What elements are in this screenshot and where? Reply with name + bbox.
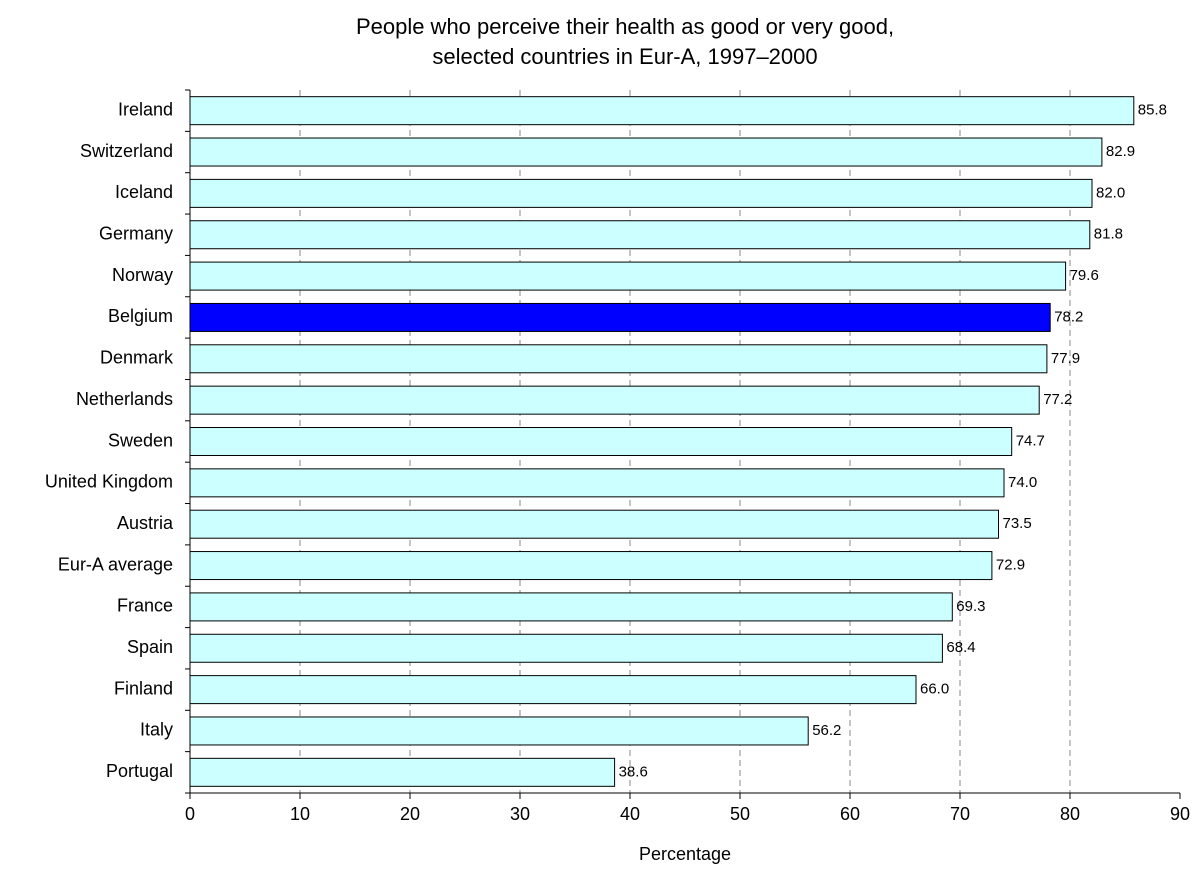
bar xyxy=(189,178,1093,208)
bar xyxy=(189,633,943,663)
bar xyxy=(189,675,917,705)
chart-title: People who perceive their health as good… xyxy=(356,14,894,39)
y-tick-label: Switzerland xyxy=(80,141,173,161)
x-tick-label: 50 xyxy=(730,804,750,824)
value-label: 74.7 xyxy=(1016,432,1045,449)
y-tick-label: United Kingdom xyxy=(45,472,173,492)
y-tick-label: Iceland xyxy=(115,182,173,202)
x-tick-label: 30 xyxy=(510,804,530,824)
bar xyxy=(189,551,993,581)
value-label: 66.0 xyxy=(920,681,949,698)
bar xyxy=(189,468,1005,498)
x-tick-label: 0 xyxy=(185,804,195,824)
x-tick-label: 20 xyxy=(400,804,420,824)
y-tick-label: France xyxy=(117,596,173,616)
value-label: 77.9 xyxy=(1051,350,1080,367)
y-tick-label: Portugal xyxy=(106,761,173,781)
value-label: 79.6 xyxy=(1070,267,1099,284)
y-tick-label: Sweden xyxy=(108,430,173,450)
value-label: 68.4 xyxy=(946,639,975,656)
x-tick-label: 40 xyxy=(620,804,640,824)
y-tick-label: Ireland xyxy=(118,99,173,119)
bar xyxy=(189,716,809,746)
value-label: 73.5 xyxy=(1003,515,1032,532)
bar xyxy=(189,220,1091,250)
chart-title: selected countries in Eur-A, 1997–2000 xyxy=(432,44,817,69)
x-tick-label: 60 xyxy=(840,804,860,824)
y-tick-label: Germany xyxy=(99,223,173,243)
value-label: 85.8 xyxy=(1138,102,1167,119)
value-label: 74.0 xyxy=(1008,474,1037,491)
bar xyxy=(189,757,616,787)
value-label: 82.0 xyxy=(1096,184,1125,201)
bar xyxy=(189,427,1013,456)
y-tick-label: Denmark xyxy=(100,348,174,368)
bar xyxy=(189,302,1051,332)
x-tick-label: 90 xyxy=(1170,804,1190,824)
bar xyxy=(189,592,953,622)
x-tick-label: 70 xyxy=(950,804,970,824)
value-label: 38.6 xyxy=(619,763,648,780)
value-label: 77.2 xyxy=(1043,391,1072,408)
value-label: 81.8 xyxy=(1094,226,1123,243)
bar xyxy=(189,261,1067,291)
bar xyxy=(189,96,1135,126)
bar xyxy=(189,385,1040,415)
x-tick-label: 10 xyxy=(290,804,310,824)
value-label: 78.2 xyxy=(1054,308,1083,325)
x-tick-label: 80 xyxy=(1060,804,1080,824)
value-label: 69.3 xyxy=(956,598,985,615)
y-tick-label: Norway xyxy=(112,265,173,285)
value-label: 56.2 xyxy=(812,722,841,739)
y-tick-label: Netherlands xyxy=(76,389,173,409)
bar xyxy=(189,137,1103,167)
bar xyxy=(189,509,999,539)
y-tick-label: Finland xyxy=(114,678,173,698)
y-tick-label: Eur-A average xyxy=(58,554,173,574)
bar xyxy=(189,344,1048,374)
y-tick-label: Belgium xyxy=(108,306,173,326)
y-tick-label: Austria xyxy=(117,513,174,533)
value-label: 82.9 xyxy=(1106,143,1135,160)
y-tick-label: Italy xyxy=(140,720,173,740)
y-tick-label: Spain xyxy=(127,637,173,657)
value-label: 72.9 xyxy=(996,557,1025,574)
x-axis-label: Percentage xyxy=(639,844,731,864)
